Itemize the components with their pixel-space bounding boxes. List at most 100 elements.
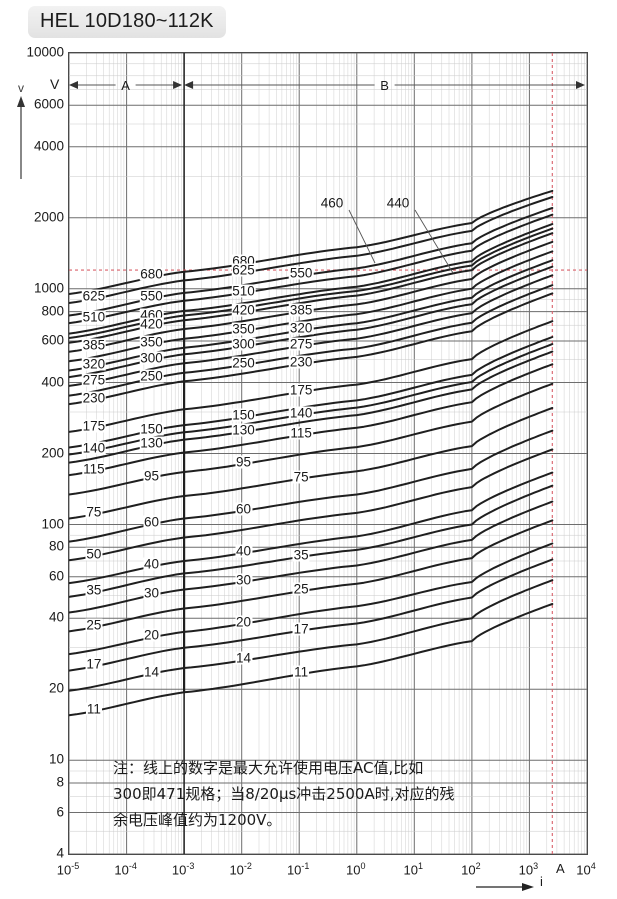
- curve-label-680: 680: [139, 266, 164, 282]
- x-tick-label: 100: [346, 861, 366, 878]
- curve-label-14: 14: [142, 664, 161, 680]
- page-title: HEL 10D180~112K: [28, 6, 226, 38]
- x-tick-label: 104: [576, 861, 596, 878]
- y-tick-label: 4: [56, 845, 64, 861]
- curve-label-625: 625: [81, 288, 107, 304]
- curve-label-175: 175: [288, 382, 314, 398]
- x-tick-label: 101: [403, 861, 424, 878]
- curve-label-300: 300: [139, 350, 164, 366]
- curve-label-95: 95: [142, 468, 161, 483]
- y-tick-label: 60: [48, 568, 64, 584]
- curve-label-50: 50: [85, 546, 103, 562]
- curve-label-130: 130: [139, 435, 164, 451]
- curve-label-140: 140: [81, 440, 107, 456]
- y-tick-label: 800: [41, 303, 64, 319]
- y-tick-label: 8: [56, 774, 64, 790]
- y-axis-arrow-icon: [17, 96, 25, 179]
- svg-text:B: B: [380, 78, 389, 93]
- curve-label-320: 320: [288, 320, 314, 336]
- curve-label-350: 350: [231, 321, 256, 337]
- curve-label-625: 625: [231, 262, 256, 278]
- svg-text:A: A: [121, 78, 130, 93]
- x-tick-label: 10-2: [229, 861, 252, 878]
- note-line-1: 注：线上的数字是最大允许使用电压AC值,比如: [113, 759, 424, 777]
- y-tick-label: 40: [48, 609, 64, 625]
- x-axis-arrow-label: i: [540, 874, 543, 889]
- curve-layer: [69, 53, 587, 854]
- note-text: 注：线上的数字是最大允许使用电压AC值,比如 300即471规格；当8/20μs…: [113, 755, 533, 833]
- x-tick-label: 10-5: [56, 861, 80, 878]
- y-tick-label: 20: [48, 680, 64, 696]
- y-axis-arrow-label: v: [18, 81, 24, 95]
- y-tick-label: 6: [56, 804, 64, 819]
- curve-label-230: 230: [288, 354, 314, 370]
- curve-label-385: 385: [288, 302, 314, 317]
- curve-label-115: 115: [82, 461, 106, 477]
- plot-area: [68, 52, 588, 855]
- curve-label-30: 30: [142, 585, 161, 601]
- y-tick-label: 400: [41, 374, 64, 389]
- curve-label-175: 175: [81, 418, 107, 434]
- y-tick-label: 200: [41, 445, 64, 460]
- curve-label-130: 130: [231, 422, 256, 438]
- curve-label-420: 420: [139, 316, 164, 332]
- curve-label-460: 460: [320, 195, 344, 211]
- curve-label-115: 115: [289, 425, 313, 441]
- curve-label-440: 440: [386, 195, 410, 211]
- curve-label-385: 385: [81, 337, 107, 353]
- curve-label-510: 510: [81, 309, 107, 325]
- y-tick-label: 10000: [26, 44, 64, 60]
- x-tick-label: 10-4: [114, 861, 137, 878]
- curve-label-25: 25: [85, 617, 103, 633]
- x-axis-unit-label: A: [556, 861, 565, 876]
- y-tick-label: 6000: [33, 96, 64, 112]
- curve-label-150: 150: [231, 407, 256, 423]
- curve-label-14: 14: [234, 650, 253, 666]
- curve-label-550: 550: [139, 288, 164, 304]
- curve-label-275: 275: [81, 372, 107, 388]
- curve-label-30: 30: [234, 572, 253, 588]
- curve-label-150: 150: [139, 421, 164, 436]
- curve-label-35: 35: [85, 582, 103, 598]
- note-line-2: 300即471规格；当8/20μs冲击2500A时,对应的残: [113, 785, 455, 803]
- curve-label-60: 60: [142, 514, 161, 530]
- curve-label-300: 300: [231, 336, 256, 352]
- curve-label-250: 250: [139, 368, 164, 384]
- curve-label-420: 420: [231, 302, 256, 318]
- y-tick-label: 1000: [33, 280, 64, 296]
- curve-label-275: 275: [288, 336, 314, 352]
- note-line-3: 余电压峰值约为1200V。: [113, 811, 282, 829]
- curve-label-75: 75: [85, 504, 103, 520]
- curve-label-250: 250: [231, 355, 256, 371]
- curve-label-17: 17: [85, 656, 103, 672]
- x-tick-label: 102: [461, 861, 481, 878]
- y-tick-label: 2000: [33, 209, 64, 225]
- curve-label-35: 35: [292, 547, 310, 563]
- x-axis-arrow-icon: [476, 883, 534, 891]
- y-tick-label: 80: [48, 538, 64, 554]
- y-axis-unit-label: V: [50, 76, 60, 92]
- y-tick-label: 4000: [33, 138, 64, 154]
- curve-label-350: 350: [139, 334, 164, 350]
- curve-label-11: 11: [85, 701, 102, 717]
- curve-label-25: 25: [292, 581, 310, 597]
- curve-label-60: 60: [234, 501, 253, 517]
- curve-label-140: 140: [288, 405, 314, 421]
- x-tick-label: 10-1: [286, 861, 310, 878]
- curve-label-75: 75: [292, 469, 310, 484]
- y-tick-label: 600: [41, 332, 64, 348]
- curve-label-17: 17: [292, 621, 310, 636]
- curve-label-20: 20: [142, 627, 161, 643]
- x-tick-label: 103: [518, 861, 539, 878]
- curve-label-40: 40: [234, 543, 253, 559]
- y-axis-arrow: v: [10, 82, 32, 182]
- y-tick-label: 100: [41, 516, 64, 531]
- curve-label-230: 230: [81, 390, 107, 406]
- curve-label-11: 11: [293, 664, 310, 680]
- curve-label-320: 320: [81, 356, 107, 372]
- curve-label-40: 40: [142, 556, 161, 572]
- curve-label-550: 550: [288, 265, 314, 280]
- y-tick-label: 10: [48, 751, 64, 767]
- y-axis-tick-labels: 10000 6000 4000 2000 1000 800 600 400 200 100 80 60…: [0, 0, 64, 899]
